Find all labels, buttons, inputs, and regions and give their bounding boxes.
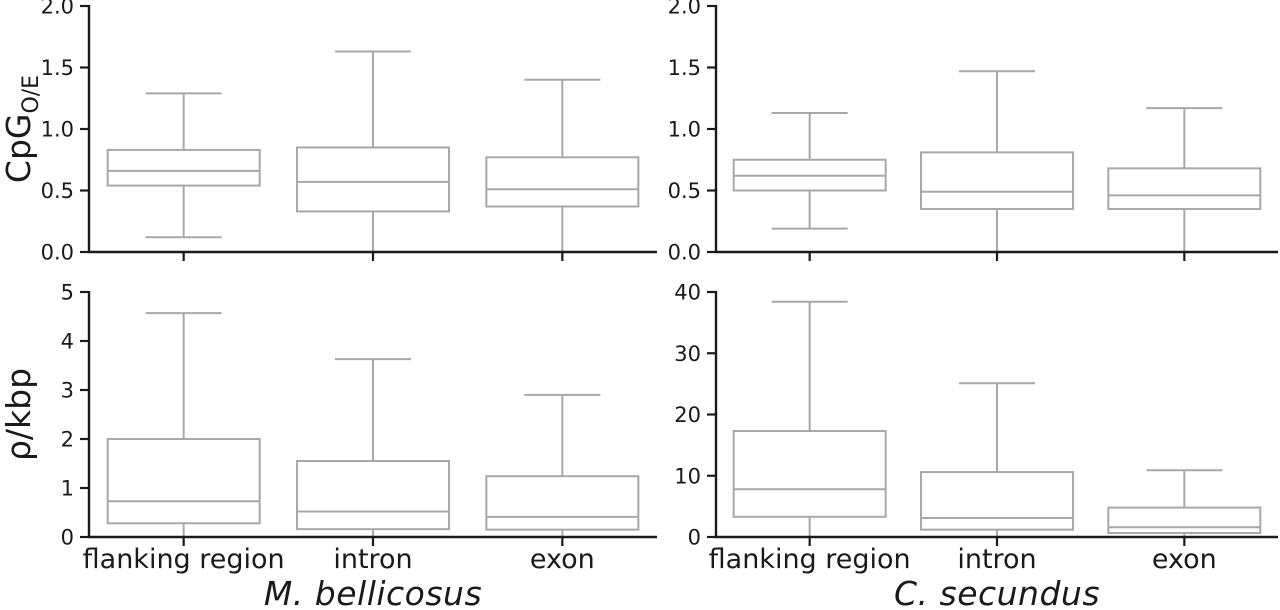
y-tick-label: 0.0 <box>668 241 701 265</box>
iqr-box <box>106 438 261 525</box>
y-tick-label: 5 <box>61 281 74 305</box>
box-intron <box>296 358 450 537</box>
subplot-cpg-oe-c-secundus: 0.0 0.5 1.0 1.5 2.0 <box>668 0 1278 265</box>
y-tick-label: 0.5 <box>41 179 74 203</box>
y-tick-label: 1.5 <box>41 56 74 80</box>
iqr-box <box>296 460 450 531</box>
y-tick-label: 20 <box>674 403 701 427</box>
subplot-cpg-oe-m-bellicosus: 0.0 0.5 1.0 1.5 2.0 CpGO/E <box>0 0 657 265</box>
y-tick-label: 1.0 <box>668 118 701 142</box>
x-axis-title-c-secundus: C. secundus <box>893 574 1101 610</box>
iqr-box <box>1107 167 1262 210</box>
iqr-box <box>920 151 1074 210</box>
x-tick-label-flanking-region: flanking region <box>83 544 285 575</box>
iqr-box <box>732 430 887 518</box>
y-tick-label: 0 <box>688 526 701 550</box>
box-intron <box>296 50 450 252</box>
y-axis-title-cpg-oe-m-bellicosus: CpGO/E <box>0 75 44 183</box>
y-tick-label: 2 <box>61 428 74 452</box>
box-intron <box>920 70 1074 252</box>
y-tick-label: 30 <box>674 342 701 366</box>
x-tick-label-exon: exon <box>1152 544 1217 575</box>
box-exon <box>485 393 640 537</box>
y-tick-label: 2.0 <box>41 0 74 19</box>
y-axis-title-rho-kbp-m-bellicosus: ρ/kbp <box>0 368 38 461</box>
y-tick-label: 2.0 <box>668 0 701 19</box>
y-tick-label: 1.5 <box>668 56 701 80</box>
y-tick-label: 1.0 <box>41 118 74 142</box>
y-tick-label: 3 <box>61 379 74 403</box>
subplot-rho-kbp-m-bellicosus: 0 1 2 3 4 5 flanking region intron exon ρ/kbp <box>0 281 657 575</box>
y-tick-label: 0.0 <box>41 241 74 265</box>
iqr-box <box>485 156 640 208</box>
y-tick-label: 10 <box>674 464 701 488</box>
box-exon <box>485 78 640 252</box>
box-exon <box>1107 107 1262 252</box>
x-tick-label-intron: intron <box>957 544 1036 575</box>
box-flanking-region <box>106 312 261 537</box>
y-tick-label: 4 <box>61 330 74 354</box>
x-tick-label-intron: intron <box>333 544 412 575</box>
iqr-box <box>485 475 640 531</box>
box-flanking-region <box>732 300 887 537</box>
y-tick-label: 40 <box>674 281 701 305</box>
x-tick-label-flanking-region: flanking region <box>709 544 911 575</box>
y-tick-label: 1 <box>61 477 74 501</box>
x-axis-title-m-bellicosus: M. bellicosus <box>263 574 483 610</box>
y-tick-label: 0.5 <box>668 179 701 203</box>
box-intron <box>920 382 1074 537</box>
box-flanking-region <box>106 92 261 239</box>
box-exon <box>1107 469 1262 537</box>
iqr-box <box>1107 506 1262 535</box>
subplot-rho-kbp-c-secundus: 0 10 20 30 40 flanking region intron exon <box>674 281 1278 575</box>
y-tick-label: 0 <box>61 526 74 550</box>
box-flanking-region <box>732 112 887 230</box>
iqr-box <box>920 471 1074 531</box>
iqr-box <box>106 148 261 187</box>
x-tick-label-exon: exon <box>530 544 595 575</box>
iqr-box <box>296 146 450 213</box>
